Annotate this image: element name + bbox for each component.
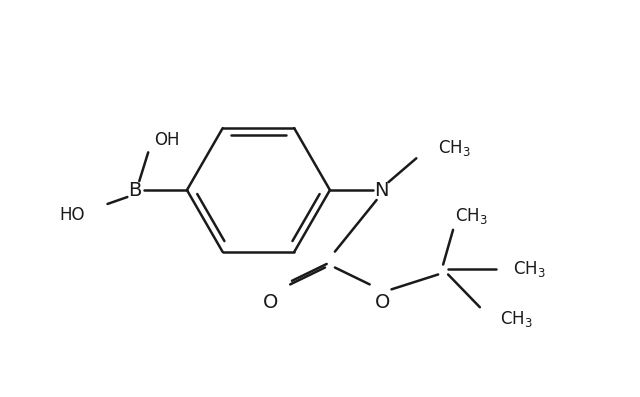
Text: CH$_3$: CH$_3$ xyxy=(513,260,545,279)
Text: O: O xyxy=(262,293,278,312)
Text: OH: OH xyxy=(154,131,180,149)
Text: O: O xyxy=(375,293,390,312)
Text: CH$_3$: CH$_3$ xyxy=(438,138,471,158)
Text: N: N xyxy=(374,181,389,200)
Text: B: B xyxy=(129,181,142,200)
Text: CH$_3$: CH$_3$ xyxy=(500,309,532,329)
Text: HO: HO xyxy=(59,206,84,224)
Text: CH$_3$: CH$_3$ xyxy=(455,206,488,226)
